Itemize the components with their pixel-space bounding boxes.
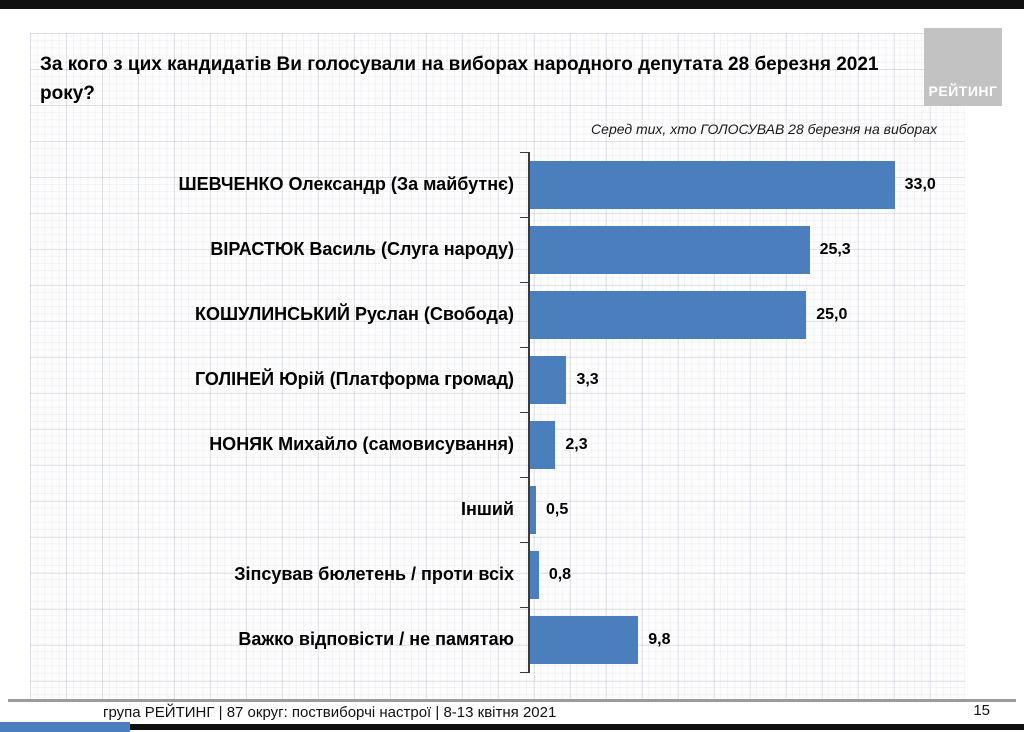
category-label: Інший: [460, 498, 514, 519]
chart-row: Важко відповісти / не памятаю 9,8: [30, 607, 965, 672]
category-label: Зіпсував бюлетень / проти всіх: [234, 563, 514, 584]
category-label: НОНЯК Михайло (самовисування): [209, 433, 514, 454]
bar: [530, 160, 895, 209]
category-label: ШЕВЧЕНКО Олександр (За майбутнє): [178, 173, 515, 194]
category-label: ВІРАСТЮК Василь (Слуга народу): [210, 238, 514, 259]
bar: [530, 420, 556, 469]
chart-row: ШЕВЧЕНКО Олександр (За майбутнє) 33,0: [30, 152, 965, 217]
axis-tick: [520, 477, 528, 478]
bar-track: 0,5: [528, 477, 965, 542]
question-title: За кого з цих кандидатів Ви голосували н…: [40, 54, 879, 105]
page-number: 15: [973, 702, 990, 719]
value-label: 25,0: [816, 305, 848, 323]
axis-tick: [520, 542, 528, 543]
axis-tick: [520, 412, 528, 413]
category-label: КОШУЛИНСЬКИЙ Руслан (Свобода): [195, 303, 514, 324]
chart-row: ВІРАСТЮК Василь (Слуга народу) 25,3: [30, 217, 965, 282]
chart-row: Інший 0,5: [30, 477, 965, 542]
chart-axis: [520, 152, 530, 673]
value-label: 2,3: [565, 435, 588, 453]
value-label: 3,3: [576, 370, 599, 388]
value-label: 33,0: [904, 175, 936, 193]
chart-row: НОНЯК Михайло (самовисування) 2,3: [30, 412, 965, 477]
bar-chart: ШЕВЧЕНКО Олександр (За майбутнє) 33,0 ВІРА…: [30, 152, 965, 673]
bar-track: 25,0: [528, 282, 965, 347]
top-border-bar: [0, 0, 1024, 9]
value-label: 0,5: [546, 500, 569, 518]
rating-logo: РЕЙТИНГ: [924, 28, 1002, 106]
chart-row: ГОЛІНЕЙ Юрій (Платформа громад) 3,3: [30, 347, 965, 412]
axis-tick: [520, 152, 528, 153]
axis-tick: [520, 672, 528, 673]
bar-track: 9,8: [528, 607, 965, 672]
value-label: 9,8: [648, 630, 671, 648]
bar: [530, 485, 536, 534]
chart-canvas: За кого з цих кандидатів Ви голосували н…: [30, 33, 965, 700]
bottom-accent-blue: [0, 722, 130, 732]
footer-source-text: група РЕЙТИНГ | 87 округ: поствиборчі на…: [103, 704, 557, 721]
bar-track: 33,0: [528, 152, 965, 217]
chart-rows: ШЕВЧЕНКО Олександр (За майбутнє) 33,0 ВІРА…: [30, 152, 965, 672]
bar-track: 25,3: [528, 217, 965, 282]
bar-track: 0,8: [528, 542, 965, 607]
axis-tick: [520, 607, 528, 608]
chart-subtitle: Серед тих, хто ГОЛОСУВАВ 28 березня на в…: [591, 121, 937, 137]
category-label: Важко відповісти / не памятаю: [238, 628, 514, 649]
chart-row: КОШУЛИНСЬКИЙ Руслан (Свобода) 25,0: [30, 282, 965, 347]
bar: [530, 615, 639, 664]
axis-tick: [520, 282, 528, 283]
bar-track: 2,3: [528, 412, 965, 477]
axis-tick: [520, 217, 528, 218]
bar: [530, 225, 810, 274]
bottom-border-black: [130, 724, 1024, 730]
bottom-border-bar: [0, 722, 1024, 732]
bar: [530, 355, 567, 404]
bar: [530, 290, 807, 339]
rating-logo-text: РЕЙТИНГ: [928, 83, 998, 99]
chart-row: Зіпсував бюлетень / проти всіх 0,8: [30, 542, 965, 607]
axis-tick: [520, 347, 528, 348]
bar: [530, 550, 539, 599]
footer-divider: [8, 699, 1016, 702]
value-label: 0,8: [548, 565, 572, 583]
value-label: 25,3: [819, 240, 851, 258]
category-label: ГОЛІНЕЙ Юрій (Платформа громад): [194, 368, 514, 389]
bar-track: 3,3: [528, 347, 965, 412]
